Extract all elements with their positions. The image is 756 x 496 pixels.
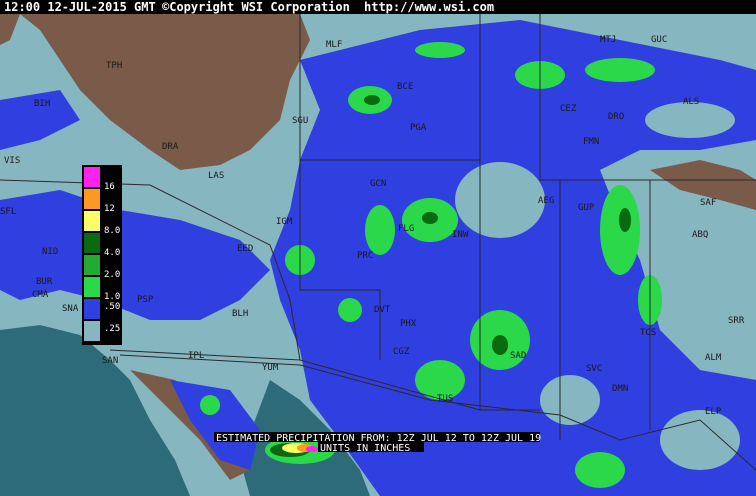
legend-label: 12 (104, 204, 115, 214)
legend-label: .25 (104, 324, 120, 334)
legend-label: .50 (104, 302, 120, 312)
no-precip-area (645, 102, 735, 138)
legend-swatch (84, 321, 100, 341)
station: TCS (640, 328, 656, 338)
station: EED (237, 244, 253, 254)
legend-swatch (84, 189, 100, 209)
station: MTJ (600, 35, 616, 45)
station: SRR (728, 316, 745, 326)
legend-swatch (84, 167, 100, 187)
station: VIS (4, 156, 20, 166)
legend-swatch (84, 211, 100, 231)
station: SNA (62, 304, 79, 314)
timestamp: 12:00 12-JUL-2015 GMT (4, 0, 156, 14)
caption-bg (214, 432, 540, 442)
station: NID (42, 247, 58, 257)
dry-area (0, 14, 20, 45)
legend-label: 1.0 (104, 292, 120, 302)
station: FLG (398, 224, 414, 234)
station: SFL (0, 207, 16, 217)
station: TUS (437, 394, 453, 404)
station: CGZ (393, 347, 410, 357)
copyright: ©Copyright WSI Corporation (162, 0, 350, 14)
precip-area (0, 90, 80, 150)
station: PSP (137, 295, 154, 305)
header-bar (0, 0, 756, 14)
station: SAN (102, 356, 118, 366)
station: CMA (32, 290, 49, 300)
caption: UNITS IN INCHES (320, 443, 410, 454)
borders (0, 14, 756, 471)
station: CEZ (560, 104, 577, 114)
station: GUP (578, 203, 595, 213)
precip-area (170, 380, 260, 470)
station: DVT (374, 305, 391, 315)
precip-area (0, 190, 270, 320)
station: FMN (583, 137, 599, 147)
no-precip-area (455, 162, 545, 238)
station: YUM (262, 363, 279, 373)
legend-label: 16 (104, 182, 115, 192)
ocean (0, 325, 190, 496)
station: DMN (612, 384, 628, 394)
precip-light (0, 20, 756, 496)
station: INW (452, 230, 469, 240)
station: ELP (705, 407, 722, 417)
station: LAS (208, 171, 224, 181)
legend-swatch (84, 299, 100, 319)
station: DRO (608, 112, 624, 122)
caption-bg (318, 442, 424, 452)
station: PHX (400, 319, 417, 329)
station: MLF (326, 40, 342, 50)
legend-swatch (84, 277, 100, 297)
station: ALS (683, 97, 699, 107)
dry-area (20, 14, 310, 170)
station: BIH (34, 99, 50, 109)
station: ALM (705, 353, 722, 363)
legend-label: 4.0 (104, 248, 120, 258)
station: BLH (232, 309, 248, 319)
station: BCE (397, 82, 413, 92)
station: BUR (36, 277, 53, 287)
precip-moderate (200, 42, 662, 488)
station: PGA (410, 123, 427, 133)
dry-area (650, 160, 756, 210)
no-precip-area (660, 410, 740, 470)
no-precip (455, 102, 740, 470)
legend-label: 8.0 (104, 226, 120, 236)
legend-swatch (84, 255, 100, 275)
legend: 16 12 8.0 4.0 2.0 1.0 .50 .25 (82, 165, 122, 345)
station: IGM (276, 217, 293, 227)
legend-label: 2.0 (104, 270, 120, 280)
station: TPH (106, 61, 122, 71)
station: GUC (651, 35, 667, 45)
precip-extreme (282, 443, 318, 453)
station: SAF (700, 198, 716, 208)
station: AEG (538, 196, 554, 206)
stations: TPH MLF BIH DRA SGU BCE PGA LAS VIS SFL … (0, 35, 745, 417)
station: GCN (370, 179, 386, 189)
station: ABQ (692, 230, 708, 240)
station: SVC (586, 364, 602, 374)
station: SAD (510, 351, 526, 361)
precip-area (270, 20, 756, 496)
station: DRA (162, 142, 179, 152)
caption: ESTIMATED PRECIPITATION FROM: 12Z JUL 12… (216, 433, 541, 444)
station: IPL (188, 351, 204, 361)
no-precip-area (540, 375, 600, 425)
url: http://www.wsi.com (364, 0, 494, 14)
legend-swatch (84, 233, 100, 253)
station: PRC (357, 251, 373, 261)
station: SGU (292, 116, 308, 126)
